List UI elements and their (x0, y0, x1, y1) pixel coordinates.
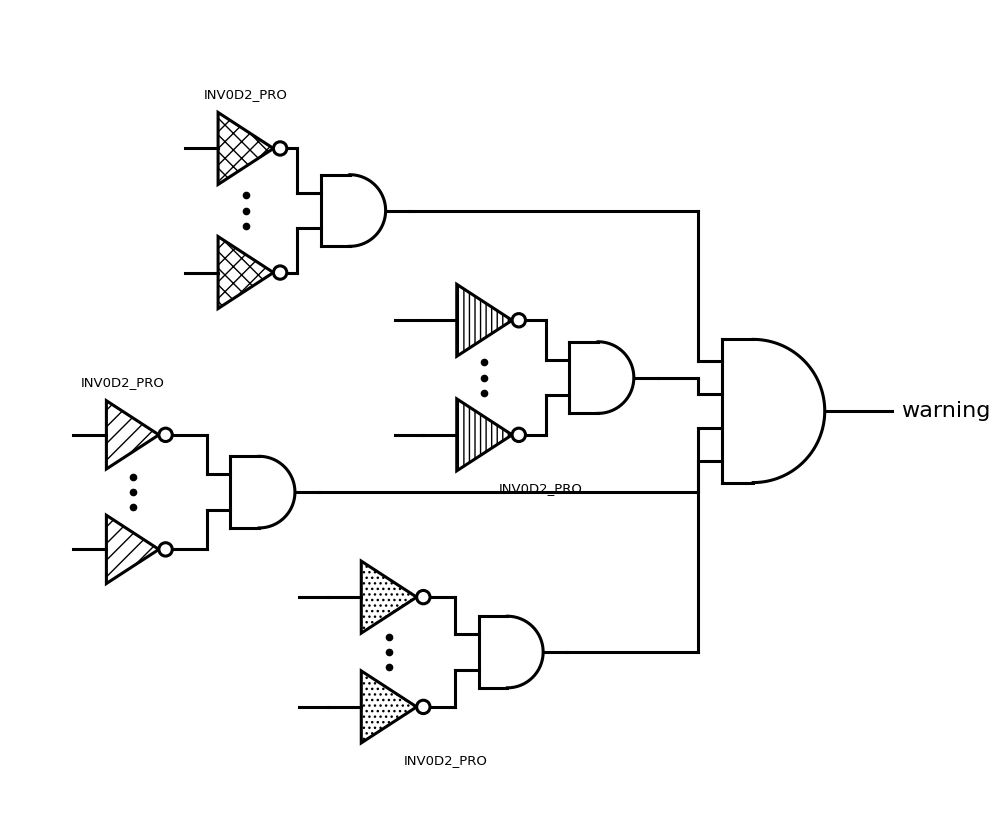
Polygon shape (457, 399, 512, 470)
Circle shape (417, 700, 430, 713)
Polygon shape (722, 339, 825, 483)
Text: INV0D2_PRO: INV0D2_PRO (403, 754, 487, 768)
Polygon shape (218, 112, 273, 185)
Polygon shape (106, 516, 159, 584)
Circle shape (417, 590, 430, 603)
Circle shape (512, 314, 525, 327)
Circle shape (273, 142, 287, 155)
Polygon shape (361, 561, 417, 633)
Text: INV0D2_PRO: INV0D2_PRO (81, 376, 165, 389)
Circle shape (159, 429, 172, 442)
Polygon shape (106, 401, 159, 469)
Polygon shape (569, 342, 634, 413)
Polygon shape (361, 671, 417, 743)
Polygon shape (479, 617, 543, 688)
Circle shape (273, 266, 287, 279)
Polygon shape (218, 236, 273, 309)
Circle shape (159, 543, 172, 556)
Circle shape (512, 429, 525, 442)
Text: INV0D2_PRO: INV0D2_PRO (499, 482, 583, 495)
Polygon shape (457, 284, 512, 356)
Polygon shape (230, 456, 295, 528)
Polygon shape (321, 175, 386, 246)
Text: INV0D2_PRO: INV0D2_PRO (204, 88, 288, 101)
Text: warning: warning (901, 401, 990, 421)
